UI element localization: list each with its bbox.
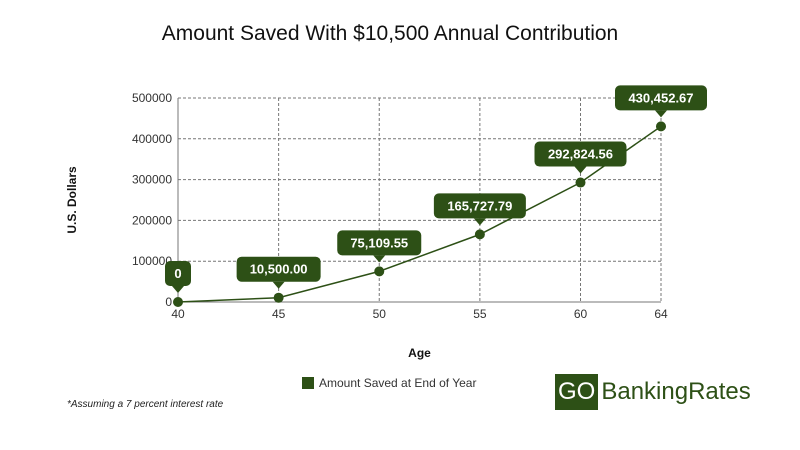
- data-label-pointer: [655, 110, 667, 118]
- y-axis-title: U.S. Dollars: [65, 166, 79, 234]
- data-label: 165,727.79: [447, 198, 512, 213]
- y-tick-label: 500000: [132, 91, 172, 105]
- legend[interactable]: Amount Saved at End of Year: [302, 376, 476, 390]
- data-point: [474, 229, 485, 240]
- data-label-box: [165, 261, 191, 286]
- data-label-pointer: [473, 218, 486, 226]
- x-tick-label: 40: [171, 307, 185, 321]
- data-point: [273, 292, 284, 303]
- data-label: 10,500.00: [250, 262, 308, 277]
- x-tick-label: 60: [574, 307, 588, 321]
- data-label-box: [433, 193, 526, 219]
- data-point: [656, 121, 666, 132]
- data-label-box: [337, 230, 422, 256]
- data-point: [575, 177, 586, 188]
- y-tick-label: 400000: [132, 132, 172, 146]
- x-axis-title: Age: [408, 346, 431, 360]
- series-line: [177, 125, 662, 303]
- y-tick-label: 100000: [132, 254, 172, 268]
- data-label-pointer: [272, 281, 285, 289]
- data-label: 75,109.55: [350, 235, 408, 250]
- data-label-box: [615, 85, 707, 111]
- legend-swatch: [302, 377, 314, 389]
- data-label-box: [236, 256, 321, 282]
- data-label-pointer: [574, 166, 587, 174]
- data-label: 0: [174, 266, 181, 281]
- brand-logo-go: GO: [555, 374, 599, 410]
- data-label: 430,452.67: [628, 90, 693, 105]
- x-tick-label: 50: [373, 307, 387, 321]
- y-tick-label: 200000: [132, 213, 172, 227]
- brand-logo[interactable]: GO BankingRates: [555, 374, 751, 410]
- legend-label: Amount Saved at End of Year: [319, 376, 477, 390]
- x-tick-label: 55: [473, 307, 487, 321]
- data-point: [173, 297, 183, 307]
- footnote: *Assuming a 7 percent interest rate: [67, 399, 224, 410]
- data-label-box: [534, 141, 627, 167]
- y-tick-label: 0: [165, 295, 172, 309]
- data-label: 292,824.56: [548, 147, 613, 162]
- y-tick-label: 300000: [132, 173, 172, 187]
- brand-logo-text: BankingRates: [601, 378, 751, 405]
- data-point: [374, 266, 385, 277]
- data-label-pointer: [373, 255, 386, 263]
- chart-title: Amount Saved With $10,500 Annual Contrib…: [161, 22, 619, 45]
- x-tick-label: 45: [272, 307, 286, 321]
- x-tick-label: 64: [654, 307, 668, 321]
- data-label-pointer: [172, 286, 184, 293]
